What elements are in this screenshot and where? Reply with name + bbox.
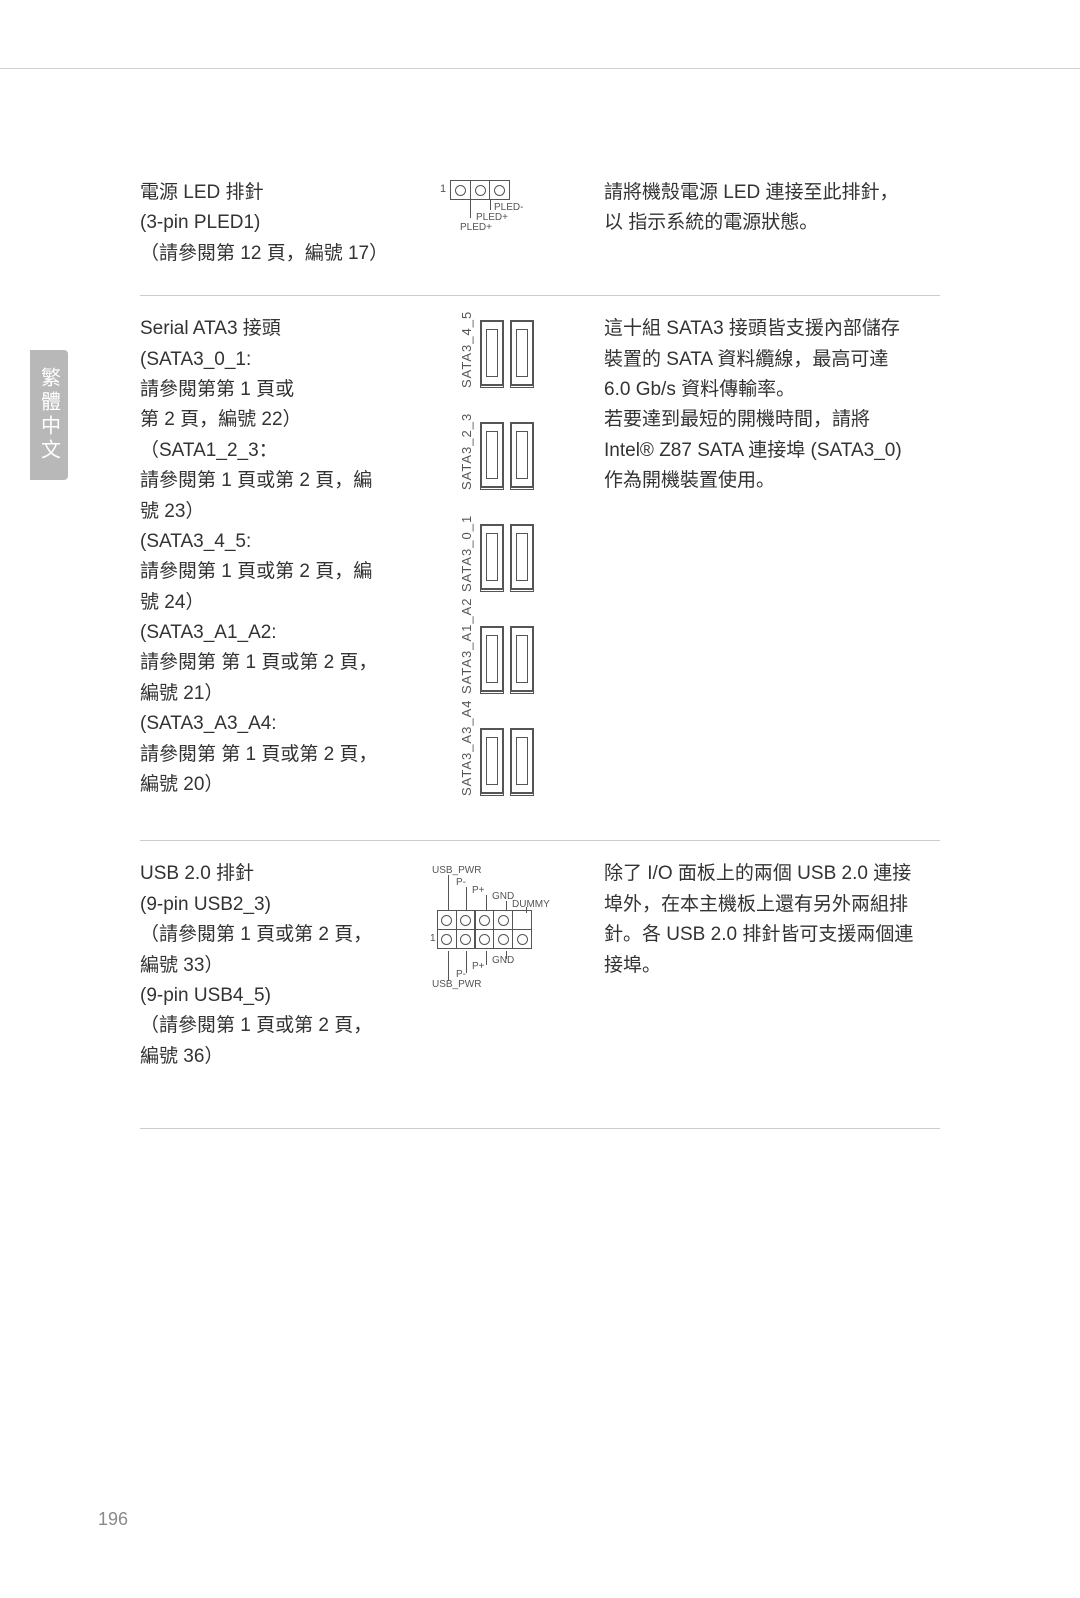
usb-desc: 除了 I/O 面板上的兩個 USB 2.0 連接埠外，在本主機板上還有另外兩組排… [604, 859, 914, 981]
sata-l1: (SATA3_0_1: [140, 345, 388, 375]
pled-diagram: 1 PLED- PLED+ PLED+ [406, 178, 586, 269]
sata-label-4: SATA3_A3_A4 [459, 726, 474, 796]
sata-desc2: 若要達到最短的開機時間，請將 Intel® Z87 SATA 連接埠 (SATA… [604, 405, 914, 496]
pled-right: 請將機殼電源 LED 連接至此排針，以 指示系統的電源狀態。 [604, 178, 914, 269]
sata-port-icon [480, 524, 504, 590]
sata-label-3: SATA3_A1_A2 [459, 624, 474, 694]
sata-row-4: SATA3_A3_A4 [459, 726, 534, 796]
usb-l2: （請參閱第 1 頁或第 2 頁，編號 33） [140, 920, 388, 981]
usb-pin1: 1 [430, 933, 436, 944]
pled-plus2: PLED+ [460, 222, 492, 233]
sata-l10: (SATA3_A3_A4: [140, 709, 388, 739]
usb-top-dummy: DUMMY [512, 899, 550, 910]
usb-top-gnd: GND [492, 891, 514, 902]
sata-right: 這十組 SATA3 接頭皆支援內部儲存裝置的 SATA 資料纜線，最高可達 6.… [604, 314, 914, 800]
sata-row-1: SATA3_2_3 [459, 420, 534, 490]
pled-sub2: （請參閱第 12 頁，編號 17） [140, 239, 388, 269]
sata-l6: (SATA3_4_5: [140, 527, 388, 557]
sata-port-icon [510, 524, 534, 590]
usb-l1: (9-pin USB2_3) [140, 890, 388, 920]
usb-bot-pp: P+ [472, 961, 485, 972]
sata-l3: 第 2 頁，編號 22） [140, 405, 388, 435]
usb-l3: (9-pin USB4_5) [140, 981, 388, 1011]
section-sata: Serial ATA3 接頭 (SATA3_0_1: 請參閱第第 1 頁或 第 … [140, 296, 940, 841]
usb-header-icon [438, 911, 532, 949]
sata-label-1: SATA3_2_3 [459, 420, 474, 490]
sata-label-2: SATA3_0_1 [459, 522, 474, 592]
page-number: 196 [98, 1509, 128, 1530]
top-rule [0, 68, 1080, 69]
sata-desc1: 這十組 SATA3 接頭皆支援內部儲存裝置的 SATA 資料纜線，最高可達 6.… [604, 314, 914, 405]
sata-l9: 請參閱第 第 1 頁或第 2 頁，編號 21） [140, 648, 388, 709]
pled-title: 電源 LED 排針 [140, 178, 388, 208]
sata-row-0: SATA3_4_5 [459, 318, 534, 388]
sata-l11: 請參閱第 第 1 頁或第 2 頁，編號 20） [140, 740, 388, 801]
sata-l2: 請參閱第第 1 頁或 [140, 375, 388, 405]
usb-top-pm: P- [456, 877, 466, 888]
sata-label-0: SATA3_4_5 [459, 318, 474, 388]
section-pled: 電源 LED 排針 (3-pin PLED1) （請參閱第 12 頁，編號 17… [140, 160, 940, 296]
language-tab: 繁體中文 [30, 350, 68, 480]
usb-bot-pwr: USB_PWR [432, 979, 481, 990]
pled-header-icon [450, 180, 510, 200]
sata-diagram: SATA3_4_5 SATA3_2_3 SATA3_0_1 SATA3_A1_A… [406, 314, 586, 800]
sata-port-icon [480, 728, 504, 794]
usb-top-pwr: USB_PWR [432, 865, 481, 876]
sata-l8: (SATA3_A1_A2: [140, 618, 388, 648]
usb-right: 除了 I/O 面板上的兩個 USB 2.0 連接埠外，在本主機板上還有另外兩組排… [604, 859, 914, 1072]
pled-pin1: 1 [440, 183, 446, 195]
sata-l0: Serial ATA3 接頭 [140, 314, 388, 344]
section-usb: USB 2.0 排針 (9-pin USB2_3) （請參閱第 1 頁或第 2 … [140, 841, 940, 1129]
sata-l5: 請參閱第 1 頁或第 2 頁，編號 23） [140, 466, 388, 527]
sata-l4: （SATA1_2_3： [140, 436, 388, 466]
sata-port-icon [510, 320, 534, 386]
usb-diagram: USB_PWR P- P+ GND DUMMY [406, 859, 586, 1072]
pled-left: 電源 LED 排針 (3-pin PLED1) （請參閱第 12 頁，編號 17… [140, 178, 388, 269]
pled-sub1: (3-pin PLED1) [140, 208, 388, 238]
usb-bot-gnd: GND [492, 955, 514, 966]
usb-l4: （請參閱第 1 頁或第 2 頁，編號 36） [140, 1011, 388, 1072]
sata-row-2: SATA3_0_1 [459, 522, 534, 592]
sata-port-icon [480, 422, 504, 488]
sata-port-icon [480, 320, 504, 386]
sata-row-3: SATA3_A1_A2 [459, 624, 534, 694]
sata-port-icon [510, 422, 534, 488]
usb-left: USB 2.0 排針 (9-pin USB2_3) （請參閱第 1 頁或第 2 … [140, 859, 388, 1072]
usb-top-pp: P+ [472, 885, 485, 896]
sata-port-icon [510, 728, 534, 794]
sata-port-icon [480, 626, 504, 692]
content-area: 電源 LED 排針 (3-pin PLED1) （請參閱第 12 頁，編號 17… [140, 160, 940, 1129]
pled-desc: 請將機殼電源 LED 連接至此排針，以 指示系統的電源狀態。 [604, 178, 914, 239]
sata-port-icon [510, 626, 534, 692]
sata-left: Serial ATA3 接頭 (SATA3_0_1: 請參閱第第 1 頁或 第 … [140, 314, 388, 800]
usb-l0: USB 2.0 排針 [140, 859, 388, 889]
sata-l7: 請參閱第 1 頁或第 2 頁，編號 24） [140, 557, 388, 618]
